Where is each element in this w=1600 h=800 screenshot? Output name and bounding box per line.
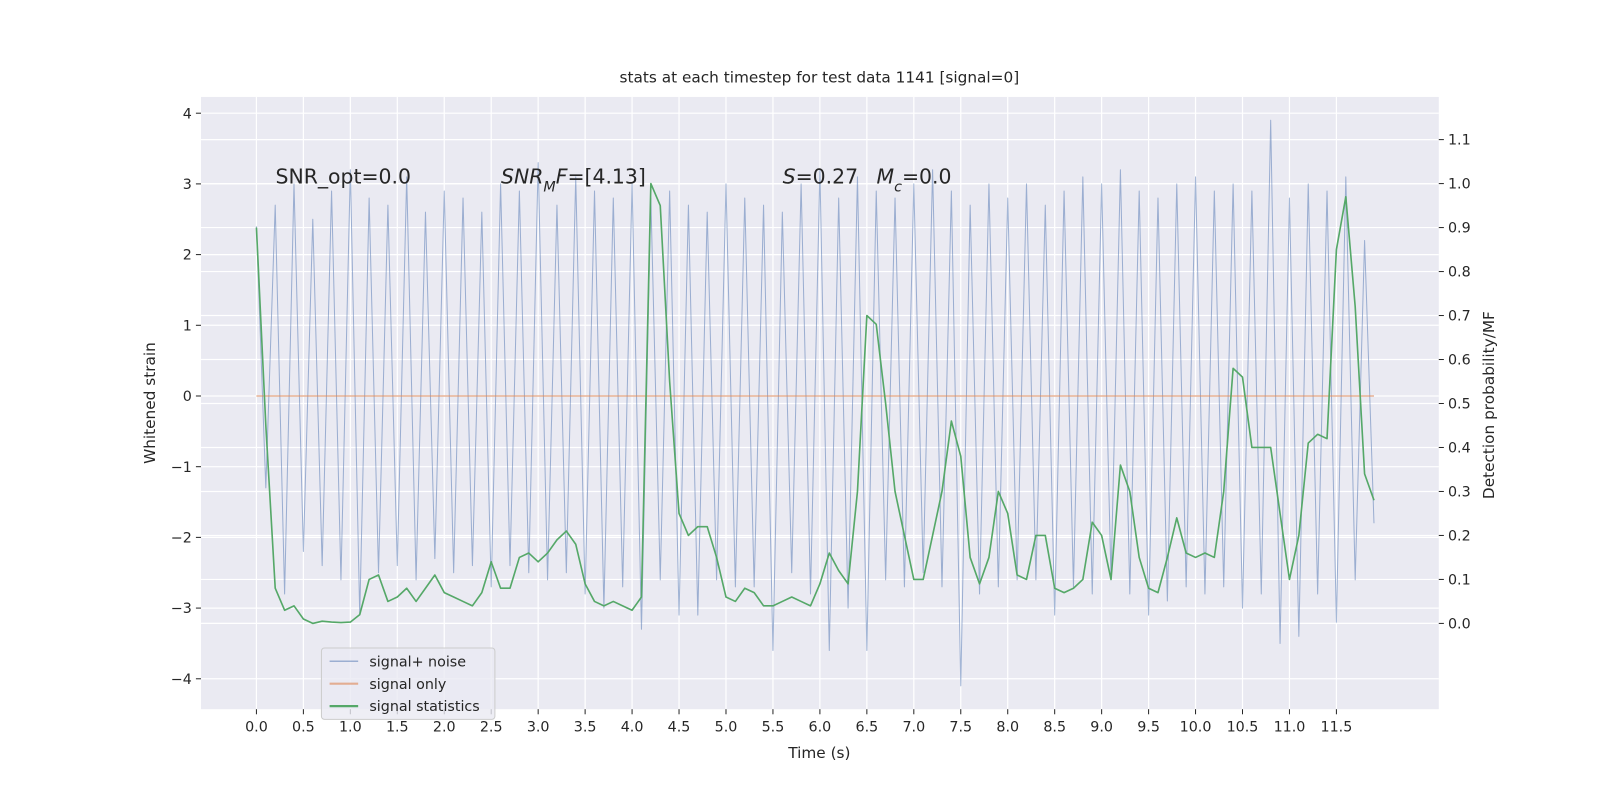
x-tick-label: 7.0 [902,720,925,736]
x-tick-label: 5.5 [762,720,785,736]
y2-tick-label: 0.4 [1448,441,1471,457]
annotation-part: SNR [501,165,543,189]
annotation: S=0.27 [783,165,858,189]
legend-label: signal+ noise [369,654,466,670]
series-line [255,119,1375,687]
y2-tick-label: 1.1 [1448,133,1471,149]
y2-tick-label: 0.1 [1448,573,1471,589]
x-tick-label: 11.0 [1274,720,1306,736]
y2-axis-label: Detection probability/MF [1480,311,1498,499]
x-tick-label: 3.5 [574,720,597,736]
annotation-part: S [783,165,796,189]
legend-box [320,647,496,720]
y2-tick-label: 1.0 [1448,177,1471,193]
x-tick-label: 7.5 [949,720,972,736]
x-tick-label: 8.0 [996,720,1019,736]
x-tick-label: 6.0 [809,720,832,736]
x-tick-label: 1.5 [386,720,409,736]
annotation: SNRMF=[4.13] [501,165,646,196]
y2-tick-label: 0.3 [1448,485,1471,501]
x-tick-label: 1.0 [339,720,362,736]
y-tick-label: −3 [171,601,192,617]
y-tick-label: 2 [183,248,192,264]
x-tick-label: 9.5 [1137,720,1160,736]
legend-label: signal only [369,677,446,693]
x-tick-label: 11.5 [1321,720,1353,736]
y-axis-label: Whitened strain [141,342,159,464]
annotation-part: =[4.13] [567,165,645,189]
y2-tick-label: 0.2 [1448,529,1471,545]
annotation-part: =0.0 [902,165,952,189]
x-tick-label: 3.0 [527,720,550,736]
legend-label: signal statistics [369,699,479,715]
chart-title: stats at each timestep for test data 114… [620,69,1020,87]
y-tick-label: 4 [183,106,192,122]
annotation-part: c [894,180,902,196]
y-tick-label: 1 [183,318,192,334]
x-tick-label: 4.0 [621,720,644,736]
annotation-part: M [543,180,555,196]
y-tick-label: 3 [183,177,192,193]
annotation-part: =0.27 [796,165,859,189]
x-tick-label: 10.0 [1180,720,1212,736]
y2-tick-label: 0.9 [1448,221,1471,237]
y2-tick-label: 0.5 [1448,397,1471,413]
x-tick-label: 9.0 [1090,720,1113,736]
x-tick-label: 6.5 [856,720,879,736]
y-tick-label: 0 [183,389,192,405]
annotation-part: SNR_opt=0.0 [276,165,412,190]
y2-tick-label: 0.0 [1448,617,1471,633]
x-tick-label: 8.5 [1043,720,1066,736]
y2-tick-label: 0.6 [1448,353,1471,369]
annotation-part: F [556,165,568,189]
annotation-part: M [877,165,895,189]
y-tick-label: −4 [171,672,192,688]
y2-tick-label: 0.7 [1448,309,1471,325]
x-tick-label: 4.5 [668,720,691,736]
y-tick-label: −1 [171,460,192,476]
x-axis-label: Time (s) [787,744,850,762]
annotation: SNR_opt=0.0 [276,165,412,190]
series-line [255,182,1375,625]
y2-tick-label: 0.8 [1448,265,1471,281]
x-tick-label: 2.5 [480,720,503,736]
x-tick-label: 2.0 [433,720,456,736]
x-tick-label: 10.5 [1227,720,1259,736]
annotation: Mc=0.0 [877,165,952,196]
y-tick-label: −2 [171,530,192,546]
x-tick-label: 5.0 [715,720,738,736]
x-tick-label: 0.5 [292,720,315,736]
x-tick-label: 0.0 [245,720,268,736]
